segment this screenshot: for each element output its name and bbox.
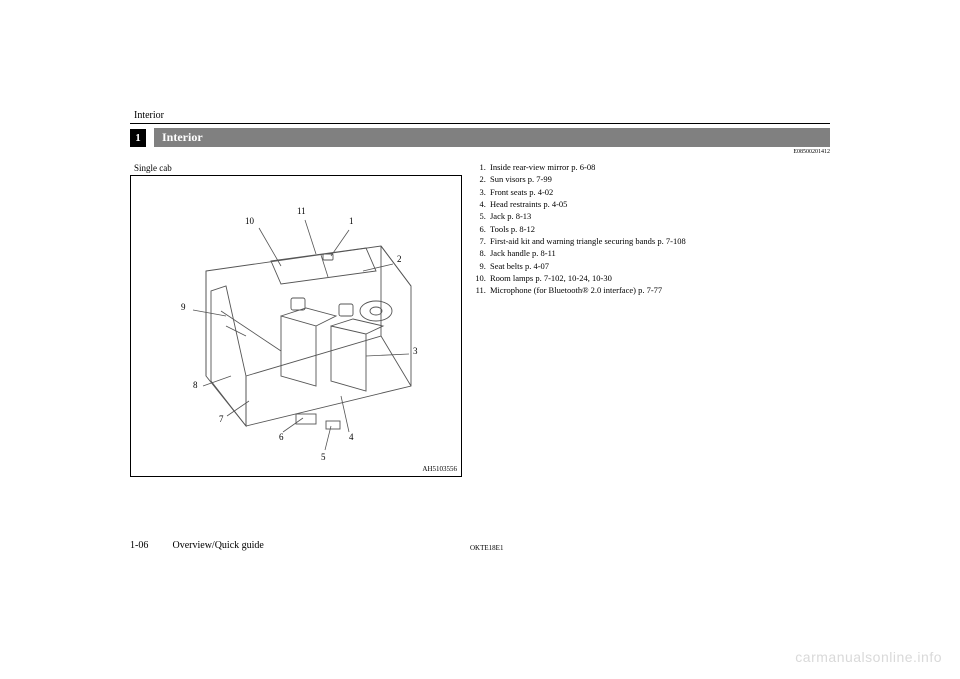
legend-item: Microphone (for Bluetooth® 2.0 interface… bbox=[488, 284, 830, 296]
running-head: Interior bbox=[130, 110, 830, 121]
section-title-bar: Interior bbox=[154, 128, 830, 147]
figure-box: 1 2 3 4 5 6 7 8 9 10 11 AH5103556 bbox=[130, 175, 462, 477]
legend-item: Head restraints p. 4-05 bbox=[488, 198, 830, 210]
figure-column: Single cab bbox=[130, 161, 460, 477]
footer-page-number: 1-06 bbox=[130, 540, 170, 551]
chapter-number-box: 1 bbox=[130, 129, 146, 147]
document-code: E08500201412 bbox=[130, 149, 830, 155]
callout-6: 6 bbox=[279, 432, 284, 442]
legend-item: Room lamps p. 7-102, 10-24, 10-30 bbox=[488, 272, 830, 284]
legend-item: Inside rear-view mirror p. 6-08 bbox=[488, 161, 830, 173]
legend-list: Inside rear-view mirror p. 6-08 Sun viso… bbox=[474, 161, 830, 296]
callout-1: 1 bbox=[349, 216, 354, 226]
legend-item: Jack handle p. 8-11 bbox=[488, 247, 830, 259]
legend-item: Jack p. 8-13 bbox=[488, 210, 830, 222]
callout-5: 5 bbox=[321, 452, 326, 462]
title-row: 1 Interior bbox=[130, 128, 830, 147]
rule-top bbox=[130, 123, 830, 124]
legend-column: Inside rear-view mirror p. 6-08 Sun viso… bbox=[474, 161, 830, 477]
watermark: carmanualsonline.info bbox=[795, 649, 942, 665]
callout-11: 11 bbox=[297, 206, 306, 216]
callout-7: 7 bbox=[219, 414, 224, 424]
manual-page: Interior 1 Interior E08500201412 Single … bbox=[130, 110, 830, 477]
legend-item: Front seats p. 4-02 bbox=[488, 186, 830, 198]
callout-2: 2 bbox=[397, 254, 402, 264]
footer-section: Overview/Quick guide bbox=[173, 540, 264, 551]
footer-code: OKTE18E1 bbox=[470, 544, 503, 552]
legend-item: Seat belts p. 4-07 bbox=[488, 260, 830, 272]
legend-item: First-aid kit and warning triangle secur… bbox=[488, 235, 830, 247]
callout-4: 4 bbox=[349, 432, 354, 442]
callout-8: 8 bbox=[193, 380, 198, 390]
content-row: Single cab bbox=[130, 161, 830, 477]
legend-item: Sun visors p. 7-99 bbox=[488, 173, 830, 185]
figure-caption: Single cab bbox=[130, 161, 460, 175]
interior-diagram bbox=[131, 176, 461, 476]
figure-id: AH5103556 bbox=[422, 465, 457, 473]
callout-9: 9 bbox=[181, 302, 186, 312]
callout-10: 10 bbox=[245, 216, 254, 226]
legend-item: Tools p. 8-12 bbox=[488, 223, 830, 235]
page-footer: 1-06 Overview/Quick guide OKTE18E1 bbox=[130, 540, 830, 551]
callout-3: 3 bbox=[413, 346, 418, 356]
